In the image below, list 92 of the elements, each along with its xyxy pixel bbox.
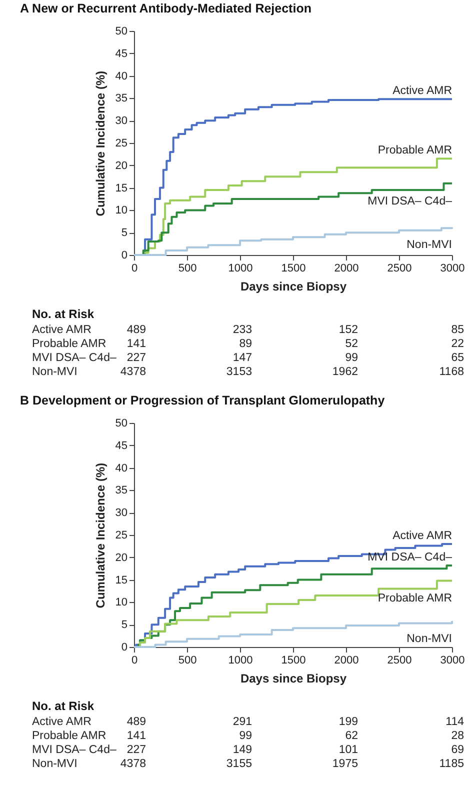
y-tick-label: 20 [115,552,128,564]
text: Probable AMR [32,338,106,350]
chart-title: A New or Recurrent Antibody-Mediated Rejection [20,2,312,16]
text: Non-MVI [32,366,78,378]
chart-title: B Development or Progression of Transplant Glomerulopathy [20,394,385,408]
y-tick-label: 45 [115,440,128,452]
series-label: MVI DSA– C4d– [368,195,453,208]
x-tick-label: 500 [178,654,197,666]
series-label: Probable AMR [378,592,452,605]
text: 1168 [439,366,464,378]
y-tick-label: 25 [115,530,128,542]
y-tick-label: 10 [115,596,128,609]
text: 62 [345,730,358,742]
text: 291 [232,716,252,728]
y-tick-label: 35 [115,92,128,105]
text: 1975 [332,758,358,770]
text: 227 [126,744,146,756]
text: 489 [126,716,146,728]
text: 141 [126,338,146,350]
x-tick-label: 500 [178,262,197,274]
text: 52 [345,338,358,350]
y-tick-label: 0 [121,642,128,654]
text: 69 [451,744,464,756]
text: 227 [126,352,146,364]
text: 65 [451,352,464,364]
series-label: Active AMR [392,85,452,98]
text: 199 [338,716,358,728]
y-tick-label: 15 [115,182,128,194]
text: 1962 [332,366,358,378]
text: 114 [446,716,465,728]
y-tick-label: 5 [121,619,128,632]
y-tick-label: 50 [115,26,128,38]
text: 4378 [120,758,146,770]
x-tick-label: 1500 [281,262,306,274]
text: Non-MVI [32,758,78,770]
x-tick-label: 1500 [281,654,306,666]
text: 141 [126,730,146,742]
text: No. at Risk [32,307,94,321]
y-tick-label: 15 [115,574,128,586]
text: 3155 [226,758,252,770]
x-tick-label: 0 [131,262,138,274]
y-tick-label: 40 [115,70,128,82]
x-tick-label: 3000 [440,262,465,274]
text: 101 [338,744,358,756]
x-tick-label: 1000 [228,654,253,666]
series-label: Probable AMR [378,144,452,157]
text: Probable AMR [32,730,106,742]
series-label: Non-MVI [406,633,452,646]
x-tick-label: 2000 [334,654,359,666]
x-tick-label: 2500 [387,262,412,274]
text: 233 [232,324,252,336]
y-tick-label: 10 [115,204,128,217]
series-label: MVI DSA– C4d– [368,551,453,564]
text: MVI DSA– C4d– [32,744,117,756]
x-tick-label: 0 [131,654,138,666]
text: 3153 [226,366,252,378]
text: 85 [451,324,464,336]
text: Active AMR [32,716,92,728]
y-axis-title: Cumulative Incidence (%) [93,70,108,216]
y-tick-label: 35 [115,484,128,497]
y-tick-label: 20 [115,160,128,172]
text: MVI DSA– C4d– [32,352,117,364]
text: 147 [232,352,252,364]
text: 152 [338,324,358,336]
y-tick-label: 40 [115,462,128,474]
x-tick-label: 1000 [228,262,253,274]
x-tick-label: 3000 [440,654,465,666]
text: 22 [451,338,464,350]
x-axis-title: Days since Biopsy [240,672,347,686]
y-tick-label: 50 [115,418,128,430]
series-label: Non-MVI [406,239,452,252]
text: 149 [232,744,252,756]
x-tick-label: 2000 [334,262,359,274]
text: 28 [451,730,464,742]
y-tick-label: 25 [115,138,128,150]
y-tick-label: 30 [115,115,128,128]
text: 89 [239,338,252,350]
y-tick-label: 5 [121,227,128,240]
x-axis-title: Days since Biopsy [240,280,347,294]
y-axis-title: Cumulative Incidence (%) [93,462,108,608]
y-tick-label: 45 [115,48,128,60]
text: 99 [239,730,252,742]
series-label: Active AMR [392,530,452,542]
x-tick-label: 2500 [387,654,412,666]
y-tick-label: 30 [115,507,128,520]
y-tick-label: 0 [121,250,128,262]
text: 489 [126,324,146,336]
text: 99 [345,352,358,364]
text: Active AMR [32,324,92,336]
text: 4378 [120,366,146,378]
text: No. at Risk [32,699,94,713]
text: 1185 [439,758,464,770]
